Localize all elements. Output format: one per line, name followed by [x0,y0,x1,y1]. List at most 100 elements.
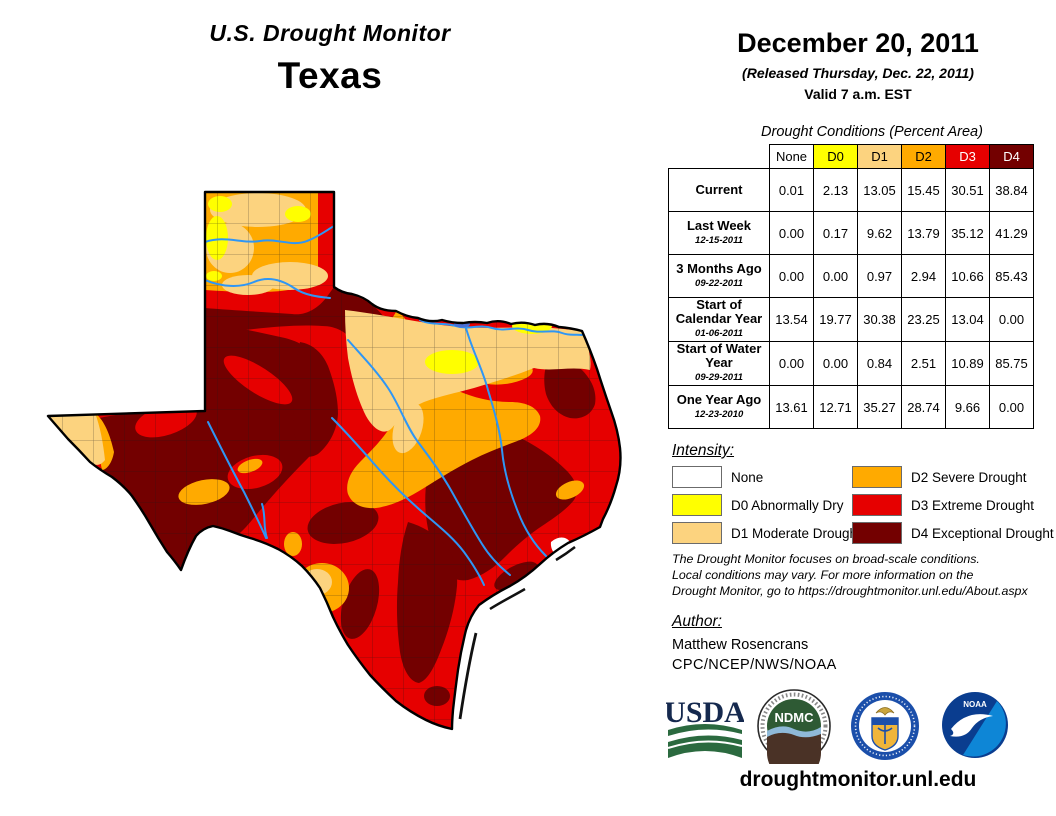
legend-item-none: None [672,466,763,488]
cell-value: 0.00 [813,341,858,386]
doc-shield-chief [872,718,898,725]
legend-item-d3: D3 Extreme Drought [852,494,1034,516]
cell-value: 15.45 [901,168,946,212]
cell-value: 35.12 [945,211,990,255]
legend-item-d1: D1 Moderate Drought [672,522,861,544]
row-date: 12-23-2010 [694,408,744,420]
usda-stripe [667,740,743,749]
cell-value: 19.77 [813,297,858,342]
table-row: Last Week 12-15-2011 0.00 0.17 9.62 13.79… [668,211,1034,255]
usda-logo: USDA [666,696,744,758]
usda-text: USDA [666,696,744,729]
rivers [204,225,583,586]
row-label: Start of Water Year 09-29-2011 [668,341,770,386]
legend-label: D1 Moderate Drought [731,525,861,541]
row-label-text: Last Week [686,217,752,233]
col-header-d0: D0 [813,144,858,169]
website-url: droughtmonitor.unl.edu [739,768,977,791]
table-row: One Year Ago 12-23-2010 13.61 12.71 35.27… [668,385,1034,429]
legend-item-d2: D2 Severe Drought [852,466,1027,488]
cell-value: 13.61 [769,385,814,429]
cell-value: 2.94 [901,254,946,298]
table-row: Start of Calendar Year 01-06-2011 13.54 1… [668,297,1034,342]
cell-value: 0.01 [769,168,814,212]
row-label-text: Current [695,181,743,197]
cell-value: 0.00 [989,385,1034,429]
cell-value: 0.00 [769,211,814,255]
table-row: Start of Water Year 09-29-2011 0.00 0.00 … [668,341,1034,386]
cell-value: 0.00 [989,297,1034,342]
disclaimer-line: Local conditions may vary. For more info… [672,568,974,582]
cell-value: 23.25 [901,297,946,342]
state-outline [46,190,622,731]
row-label: 3 Months Ago 09-22-2011 [668,254,770,298]
col-header-d3: D3 [945,144,990,169]
cell-value: 85.75 [989,341,1034,386]
cell-value: 41.29 [989,211,1034,255]
col-header-none: None [769,144,814,169]
noaa-bird [950,714,993,737]
d4-swatch [852,522,902,544]
ndmc-text: NDMC [775,710,815,725]
cell-value: 28.74 [901,385,946,429]
legend-item-d4: D4 Exceptional Drought [852,522,1054,544]
lagoon [486,583,523,607]
left-title-block: U.S. Drought Monitor Texas [0,20,660,97]
table-row: 3 Months Ago 09-22-2011 0.00 0.00 0.97 2.… [668,254,1034,298]
table-caption: Drought Conditions (Percent Area) [761,124,983,140]
disclaimer-line: Drought Monitor, go to https://droughtmo… [672,584,1028,598]
cell-value: 2.13 [813,168,858,212]
row-date: 12-15-2011 [695,234,743,246]
cell-value: 13.05 [857,168,902,212]
cell-value: 0.00 [769,254,814,298]
d2-swatch [852,466,902,488]
cell-value: 9.66 [945,385,990,429]
cell-value: 0.00 [813,254,858,298]
texas-map-svg [46,190,622,731]
cell-value: 13.79 [901,211,946,255]
drought-conditions-table: None D0 D1 D2 D3 D4 Current 0.01 2.13 13… [668,144,1034,429]
doc-ring-text [854,695,916,757]
disclaimer-line: The Drought Monitor focuses on broad-sca… [672,552,980,566]
d1-swatch [672,522,722,544]
valid-time: Valid 7 a.m. EST [804,86,912,102]
noaa-sea [963,701,1006,757]
author-name: Matthew Rosencrans [672,637,809,653]
cell-value: 38.84 [989,168,1034,212]
table-row: Current 0.01 2.13 13.05 15.45 30.51 38.8… [668,168,1034,212]
row-label-text: Start of Calendar Year [675,297,763,326]
cell-value: 85.43 [989,254,1034,298]
cell-value: 0.00 [769,341,814,386]
cell-value: 35.27 [857,385,902,429]
cell-value: 30.38 [857,297,902,342]
agency-logos: USDA NDMC NOAA [664,688,1044,768]
cell-value: 0.97 [857,254,902,298]
usda-field [668,735,742,758]
released-date: (Released Thursday, Dec. 22, 2011) [742,65,974,81]
texas-drought-map [0,130,660,816]
legend-label: None [731,469,764,485]
cell-value: 30.51 [945,168,990,212]
row-label: One Year Ago 12-23-2010 [668,385,770,429]
legend-label: D4 Exceptional Drought [911,525,1054,541]
row-date: 01-06-2011 [695,328,743,339]
none-swatch [672,466,722,488]
date-block: December 20, 2011 (Released Thursday, De… [664,28,1052,102]
row-label: Start of Calendar Year 01-06-2011 [668,297,770,342]
coastal-features [454,537,576,720]
report-date: December 20, 2011 [737,28,979,58]
legend-label: D2 Severe Drought [911,469,1027,485]
row-label: Current [668,168,770,212]
noaa-logo: NOAA [942,692,1008,758]
row-date: 09-29-2011 [695,372,743,383]
d0-swatch [672,494,722,516]
cell-value: 10.89 [945,341,990,386]
doc-eagle [875,707,895,716]
col-header-d1: D1 [857,144,902,169]
legend-item-d0: D0 Abnormally Dry [672,494,844,516]
row-label: Last Week 12-15-2011 [668,211,770,255]
cell-value: 12.71 [813,385,858,429]
noaa-text: NOAA [963,700,987,709]
row-label-text: Start of Water Year [676,341,762,370]
row-label-text: One Year Ago [676,391,762,407]
